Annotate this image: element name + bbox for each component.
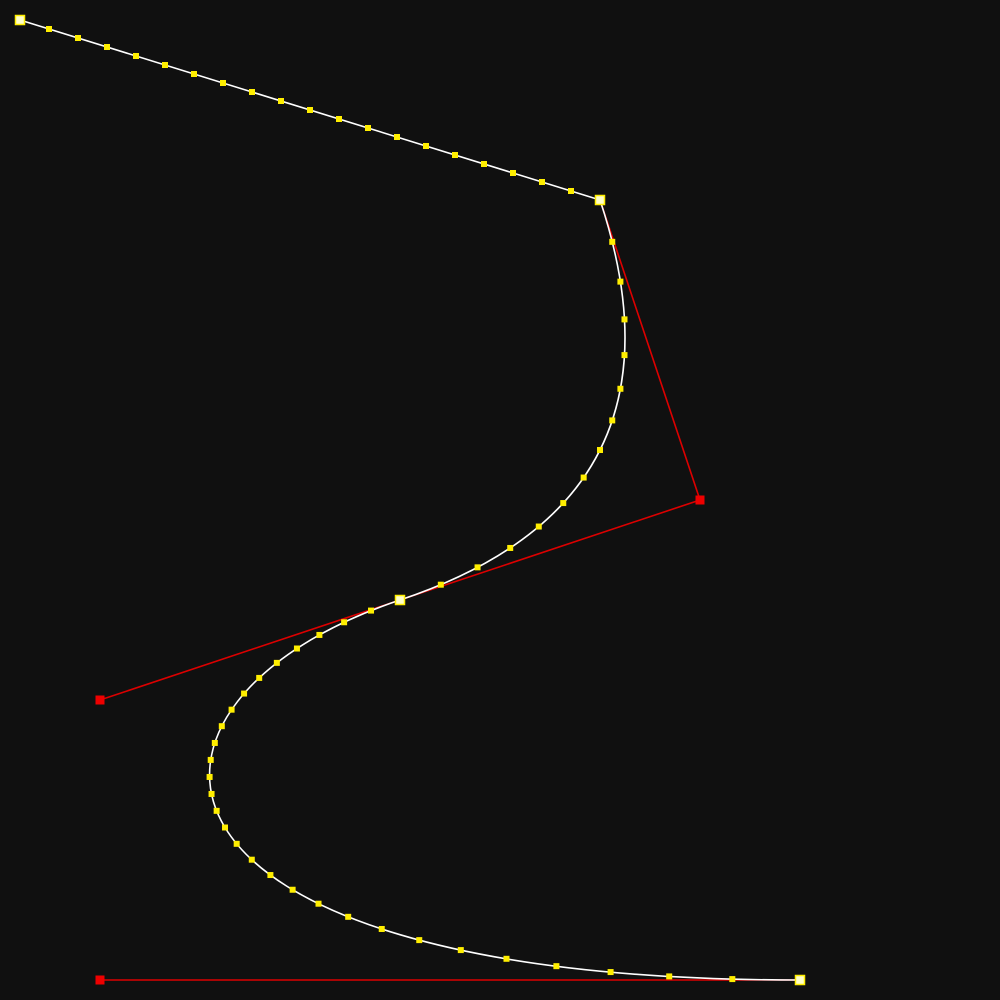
sample-point	[273, 659, 280, 666]
sample-point	[104, 44, 110, 50]
sample-point	[609, 238, 616, 245]
control-point-handle[interactable]	[95, 975, 105, 985]
sample-point	[553, 963, 560, 970]
sample-point	[539, 179, 545, 185]
sample-point	[191, 71, 197, 77]
sample-point	[46, 26, 52, 32]
sample-point	[289, 886, 296, 893]
sample-point	[206, 773, 213, 780]
sample-point	[233, 840, 240, 847]
sample-point	[222, 824, 228, 831]
sample-point	[503, 955, 510, 962]
sample-point	[208, 790, 215, 797]
sample-point	[228, 706, 235, 713]
anchor-point[interactable]	[794, 974, 806, 986]
sample-point	[481, 161, 487, 167]
sample-point	[336, 116, 342, 122]
sample-point	[560, 500, 567, 507]
sample-point	[621, 316, 628, 323]
control-point-handle[interactable]	[695, 495, 705, 505]
sample-point	[729, 976, 736, 983]
sample-point	[568, 188, 574, 194]
sample-point	[207, 756, 214, 763]
sample-point	[218, 723, 225, 730]
sample-point	[341, 619, 348, 626]
sample-point	[394, 134, 400, 140]
sample-point	[666, 973, 673, 980]
sample-point	[75, 35, 81, 41]
sample-point	[213, 807, 220, 814]
sample-point	[256, 674, 263, 681]
sample-point	[609, 417, 616, 424]
anchor-point[interactable]	[394, 594, 406, 606]
sample-point	[267, 872, 274, 879]
sample-point	[437, 581, 444, 588]
sample-point	[535, 523, 542, 530]
sample-point	[457, 947, 464, 954]
sample-point	[211, 739, 218, 746]
control-handle-line	[99, 599, 401, 701]
sample-point	[507, 544, 514, 551]
sample-point	[423, 143, 429, 149]
anchor-point[interactable]	[594, 194, 606, 206]
sample-point	[416, 937, 423, 944]
sample-point	[597, 447, 603, 453]
sample-point	[621, 352, 628, 359]
sample-point	[378, 925, 385, 932]
sample-point	[248, 856, 255, 863]
anchor-point[interactable]	[14, 14, 26, 26]
sample-point	[617, 385, 624, 392]
sample-point	[316, 631, 323, 638]
sample-point	[452, 152, 458, 158]
sample-point	[510, 170, 516, 176]
sample-point	[345, 913, 352, 920]
sample-point	[365, 125, 371, 131]
sample-point	[580, 474, 587, 481]
sample-point	[607, 969, 614, 976]
sample-point	[293, 645, 300, 652]
control-point-handle[interactable]	[95, 695, 105, 705]
sample-point	[315, 900, 322, 907]
sample-point	[307, 107, 313, 113]
sample-point	[133, 53, 139, 59]
sample-point	[249, 89, 255, 95]
sample-point	[220, 80, 226, 86]
sample-point	[241, 690, 248, 697]
sample-point	[162, 62, 168, 68]
samples-layer	[46, 26, 736, 983]
sample-point	[474, 564, 481, 571]
sample-point	[278, 98, 284, 104]
sample-point	[368, 607, 375, 614]
sample-point	[617, 278, 624, 285]
points-layer	[14, 14, 806, 986]
